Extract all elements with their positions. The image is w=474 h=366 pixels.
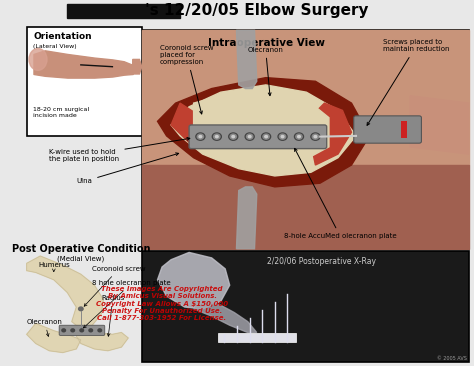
Text: Screws placed to
maintain reduction: Screws placed to maintain reduction (367, 40, 449, 125)
Circle shape (229, 133, 238, 140)
Circle shape (296, 134, 302, 139)
Circle shape (212, 133, 221, 140)
Circle shape (298, 135, 301, 138)
Text: Post Operative Condition: Post Operative Condition (11, 244, 150, 254)
Circle shape (278, 133, 287, 140)
FancyBboxPatch shape (354, 116, 421, 143)
Text: (Lateral View): (Lateral View) (34, 44, 77, 49)
Circle shape (314, 135, 317, 138)
Polygon shape (193, 89, 329, 161)
Bar (142, 251, 469, 362)
Circle shape (214, 134, 220, 139)
Polygon shape (142, 30, 469, 165)
FancyBboxPatch shape (59, 325, 105, 336)
Polygon shape (27, 324, 81, 352)
Text: Olecranon: Olecranon (27, 319, 63, 336)
Polygon shape (171, 85, 356, 176)
Circle shape (197, 134, 203, 139)
Circle shape (248, 135, 251, 138)
Text: Humerus: Humerus (38, 262, 70, 272)
Circle shape (245, 133, 254, 140)
Text: 2/20/06 Postoperative X-Ray: 2/20/06 Postoperative X-Ray (267, 257, 376, 266)
Circle shape (216, 135, 218, 138)
FancyBboxPatch shape (189, 125, 327, 149)
Text: 's 12/20/05 Elbow Surgery: 's 12/20/05 Elbow Surgery (145, 3, 368, 18)
Text: Radius: Radius (101, 295, 125, 336)
Circle shape (262, 133, 271, 140)
Text: These Images Are Copyrighted
By Amicus Visual Solutions.
Copyright Law Allows A : These Images Are Copyrighted By Amicus V… (96, 286, 228, 321)
Circle shape (265, 135, 267, 138)
Text: (Medial View): (Medial View) (57, 255, 104, 262)
Polygon shape (171, 103, 216, 147)
Polygon shape (27, 256, 103, 329)
Text: K-wire used to hold
the plate in position: K-wire used to hold the plate in positio… (49, 137, 190, 163)
Circle shape (62, 329, 65, 332)
Bar (27, 27, 142, 136)
Bar (67, 4, 180, 18)
Circle shape (281, 135, 284, 138)
Circle shape (199, 135, 202, 138)
Bar (142, 30, 469, 249)
Text: Coronoid screw
placed for
compression: Coronoid screw placed for compression (160, 45, 213, 114)
Circle shape (263, 134, 269, 139)
Polygon shape (306, 103, 352, 165)
Circle shape (312, 134, 319, 139)
Circle shape (71, 329, 74, 332)
Circle shape (80, 329, 83, 332)
Circle shape (230, 134, 237, 139)
Polygon shape (142, 165, 469, 249)
Circle shape (79, 307, 83, 311)
Polygon shape (76, 329, 128, 351)
Text: Orientation: Orientation (34, 32, 92, 41)
FancyBboxPatch shape (218, 333, 296, 342)
Circle shape (98, 329, 101, 332)
Polygon shape (237, 30, 257, 89)
Polygon shape (237, 187, 257, 249)
FancyBboxPatch shape (401, 121, 407, 138)
Circle shape (89, 329, 92, 332)
Text: Olecranon: Olecranon (248, 47, 283, 96)
Text: Intraoperative View: Intraoperative View (208, 38, 325, 48)
Circle shape (294, 133, 303, 140)
Text: Ulna: Ulna (76, 153, 179, 184)
Text: © 2005 AVS: © 2005 AVS (437, 356, 466, 361)
Polygon shape (157, 78, 370, 187)
Circle shape (232, 135, 235, 138)
Polygon shape (133, 59, 142, 74)
Polygon shape (157, 253, 230, 309)
Polygon shape (193, 302, 257, 333)
Text: 18-20 cm surgical
incision made: 18-20 cm surgical incision made (34, 107, 90, 118)
Text: Coronoid screw: Coronoid screw (84, 266, 146, 306)
Circle shape (246, 134, 253, 139)
Circle shape (311, 133, 320, 140)
Text: 8-hole AccuMed olecranon plate: 8-hole AccuMed olecranon plate (284, 149, 396, 239)
Text: 8 hole olecranon plate: 8 hole olecranon plate (83, 280, 171, 328)
Polygon shape (410, 96, 469, 154)
Circle shape (279, 134, 286, 139)
Ellipse shape (29, 48, 47, 70)
Circle shape (196, 133, 205, 140)
